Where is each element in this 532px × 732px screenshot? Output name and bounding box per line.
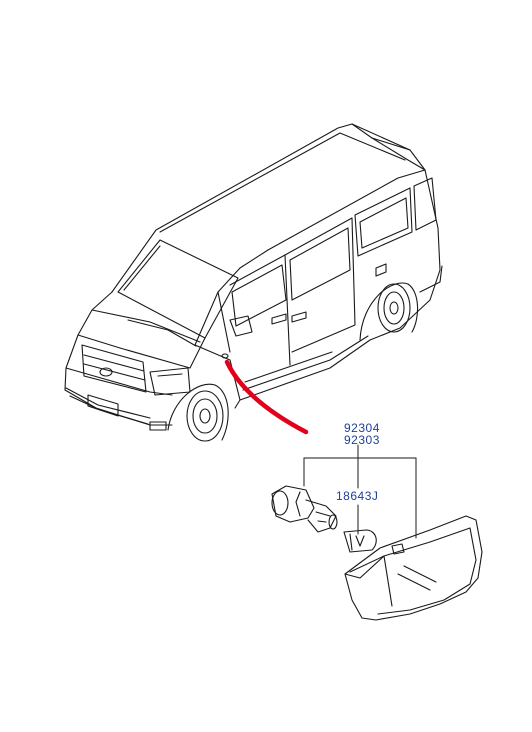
lamp-socket-illustration [271,485,338,533]
highlight-leader [224,359,309,435]
side-lamp-illustration [344,515,483,621]
van-illustration [64,123,443,442]
part-number-side-lamp-lh: 92304 [344,421,380,435]
bulb-illustration [343,529,377,553]
callout-lines [303,444,417,539]
part-number-side-lamp-rh: 92303 [344,433,380,447]
part-number-bulb: 18643J [336,489,379,503]
